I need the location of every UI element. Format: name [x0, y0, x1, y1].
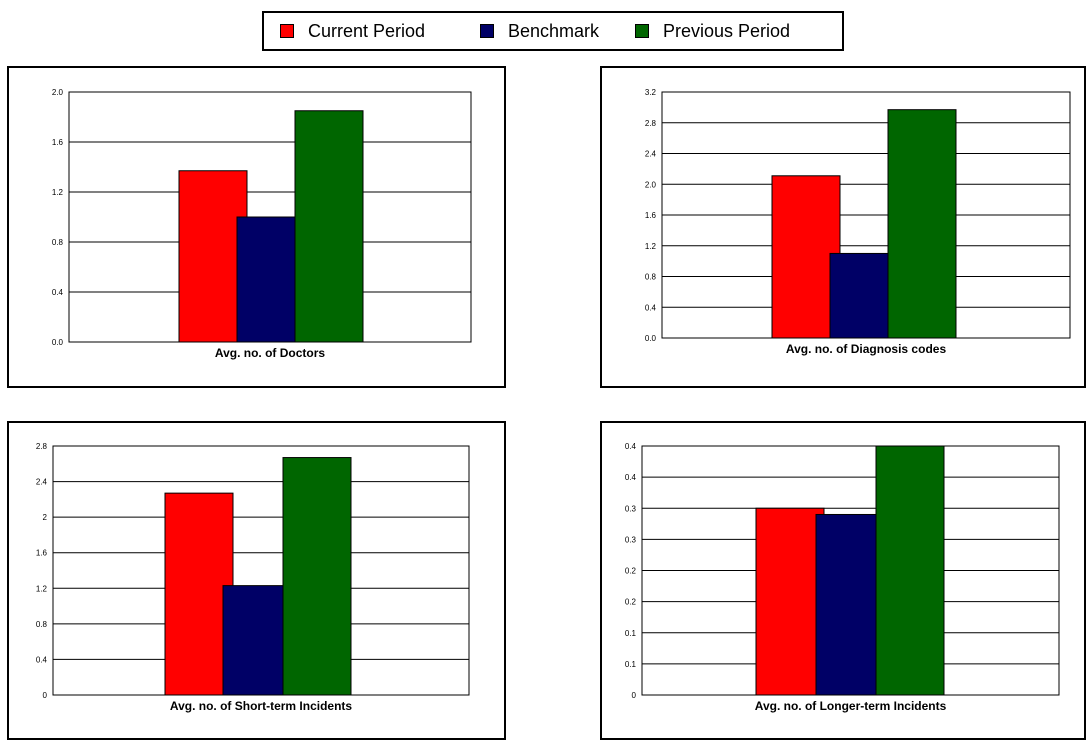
y-tick-label: 2 [43, 513, 48, 522]
y-tick-label: 0.3 [625, 504, 637, 513]
legend-item-previous-period: Previous Period [635, 13, 790, 49]
legend-label-benchmark: Benchmark [508, 20, 600, 41]
y-tick-label: 2.4 [36, 478, 48, 487]
x-axis-label: Avg. no. of Longer-term Incidents [755, 699, 947, 713]
chart-panel-longer-term-incidents: 0 0.1 0.1 0.2 0.2 0.3 0.3 0.4 0.4 Avg. no. of Lon… [600, 421, 1086, 740]
bar-benchmark [815, 513, 885, 696]
bar-benchmark [222, 585, 292, 696]
y-tick-label: 0.4 [625, 473, 637, 482]
legend-swatch-previous-period [635, 24, 649, 38]
bar-previous-period [875, 445, 945, 696]
bar-benchmark [829, 252, 899, 339]
y-tick-label: 0.1 [625, 629, 637, 638]
legend-label-current-period: Current Period [308, 20, 426, 41]
x-axis-label: Avg. no. of Doctors [215, 346, 326, 360]
chart-diagnosis-codes: 0.0 0.4 0.8 1.2 1.6 2.0 2.4 2.8 3.2 Avg. no. of D… [645, 88, 1071, 356]
y-tick-label: 1.6 [36, 549, 48, 558]
y-tick-label: 2.0 [645, 180, 657, 189]
y-tick-label: 0.4 [645, 303, 657, 312]
chart-panel-doctors: 0.0 0.4 0.8 1.2 1.6 2.0 Avg. no. of Doctors [7, 66, 506, 388]
y-tick-label: 1.2 [52, 188, 64, 197]
legend-item-current-period: Current Period [280, 13, 425, 49]
y-tick-label: 0.8 [36, 620, 48, 629]
legend-item-benchmark: Benchmark [480, 13, 599, 49]
legend-swatch-current-period [280, 24, 294, 38]
y-tick-label: 0.8 [645, 273, 657, 282]
y-tick-label: 0 [43, 691, 48, 700]
bar-previous-period [887, 109, 957, 339]
x-axis-label: Avg. no. of Short-term Incidents [170, 699, 353, 713]
y-tick-label: 0 [632, 691, 637, 700]
legend-label-previous-period: Previous Period [663, 20, 791, 41]
legend-swatch-benchmark [480, 24, 494, 38]
chart-short-term-incidents: 0 0.4 0.8 1.2 1.6 2 2.4 2.8 Avg. no. of Short-te… [36, 442, 470, 713]
y-tick-label: 2.4 [645, 150, 657, 159]
y-tick-label: 2.8 [645, 119, 657, 128]
y-tick-label: 2.0 [52, 88, 64, 97]
chart-doctors: 0.0 0.4 0.8 1.2 1.6 2.0 Avg. no. of Doctors [52, 88, 472, 360]
y-tick-label: 0.4 [36, 655, 48, 664]
bar-previous-period [294, 110, 364, 343]
chart-longer-term-incidents: 0 0.1 0.1 0.2 0.2 0.3 0.3 0.4 0.4 Avg. no. of Lon… [625, 442, 1060, 713]
y-tick-label: 0.4 [52, 288, 64, 297]
bar-current-period [755, 507, 825, 696]
y-tick-label: 0.2 [625, 598, 637, 607]
y-tick-label: 1.2 [645, 242, 657, 251]
y-tick-label: 0.2 [625, 567, 637, 576]
y-tick-label: 1.6 [52, 138, 64, 147]
bar-previous-period [282, 457, 352, 696]
y-tick-label: 0.8 [52, 238, 64, 247]
chart-legend: Current Period Benchmark Previous Period [262, 11, 844, 51]
y-tick-label: 3.2 [645, 88, 657, 97]
y-tick-label: 0.1 [625, 660, 637, 669]
chart-panel-short-term-incidents: 0 0.4 0.8 1.2 1.6 2 2.4 2.8 Avg. no. of Short-te… [7, 421, 506, 740]
bar-current-period [164, 492, 234, 696]
y-tick-label: 0.0 [645, 334, 657, 343]
y-tick-label: 0.4 [625, 442, 637, 451]
y-tick-label: 1.6 [645, 211, 657, 220]
y-tick-label: 2.8 [36, 442, 48, 451]
y-tick-label: 1.2 [36, 584, 48, 593]
x-axis-label: Avg. no. of Diagnosis codes [786, 342, 947, 356]
y-tick-label: 0.0 [52, 338, 64, 347]
chart-panel-diagnosis-codes: 0.0 0.4 0.8 1.2 1.6 2.0 2.4 2.8 3.2 Avg. no. of D… [600, 66, 1086, 388]
y-tick-label: 0.3 [625, 535, 637, 544]
bar-current-period [771, 175, 841, 339]
